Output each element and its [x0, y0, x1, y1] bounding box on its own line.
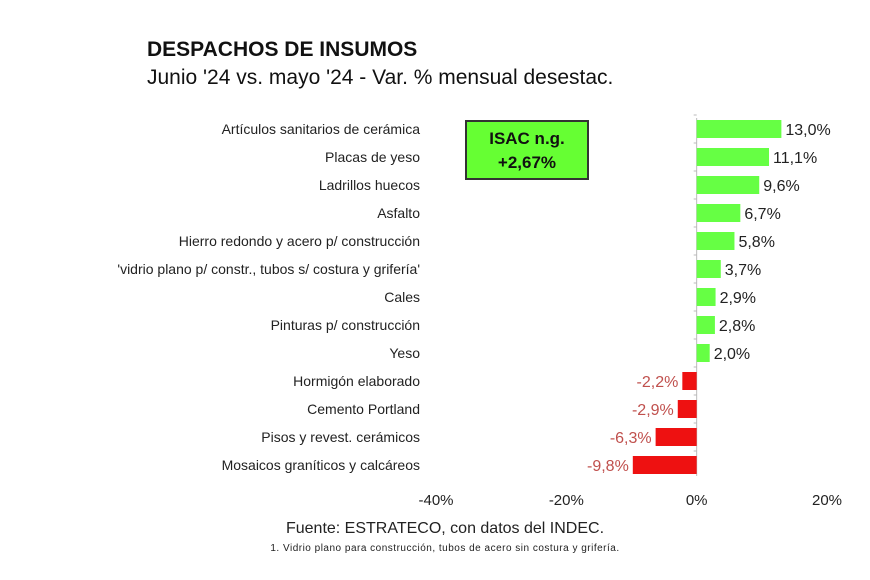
data-label: 13,0%: [785, 122, 830, 139]
category-label: Yeso: [389, 345, 420, 361]
bar: [696, 232, 735, 250]
category-label: 'vidrio plano p/ constr., tubos s/ costu…: [117, 261, 420, 277]
data-label: -9,8%: [587, 458, 629, 475]
data-label: -2,2%: [637, 374, 679, 391]
bar: [677, 400, 697, 418]
bar: [696, 176, 760, 194]
chart-title: DESPACHOS DE INSUMOS: [147, 38, 418, 61]
x-tick-label: -40%: [418, 492, 453, 509]
chart-subtitle: Junio '24 vs. mayo '24 - Var. % mensual …: [147, 66, 614, 89]
bar: [696, 120, 782, 138]
category-label: Asfalto: [377, 205, 420, 221]
category-label: Hierro redondo y acero p/ construcción: [179, 233, 420, 249]
x-tick-label: 0%: [686, 492, 708, 509]
bar: [632, 456, 697, 474]
data-label: 2,9%: [720, 290, 756, 307]
bar: [696, 288, 716, 306]
category-label: Cemento Portland: [307, 401, 420, 417]
bar: [696, 316, 715, 334]
data-label: 6,7%: [744, 206, 780, 223]
bar: [682, 372, 697, 390]
category-label: Pinturas p/ construcción: [271, 317, 420, 333]
data-label: 5,8%: [738, 234, 774, 251]
bar: [696, 260, 721, 278]
bar: [696, 344, 710, 362]
category-label: Artículos sanitarios de cerámica: [222, 121, 421, 137]
footnote: 1. Vidrio plano para construcción, tubos…: [270, 543, 620, 554]
data-label: 2,8%: [719, 318, 755, 335]
category-label: Mosaicos graníticos y calcáreos: [222, 457, 420, 473]
category-label: Ladrillos huecos: [319, 177, 420, 193]
data-label: -6,3%: [610, 430, 652, 447]
category-label: Pisos y revest. cerámicos: [261, 429, 420, 445]
category-label: Placas de yeso: [325, 149, 420, 165]
data-label: 9,6%: [763, 178, 799, 195]
data-label: 11,1%: [773, 150, 817, 167]
isac-annotation-box: ISAC n.g. +2,67%: [465, 120, 589, 180]
bar: [655, 428, 697, 446]
x-tick-label: 20%: [812, 492, 842, 509]
bar: [696, 148, 770, 166]
category-label: Hormigón elaborado: [293, 373, 420, 389]
bar: [696, 204, 741, 222]
isac-value: +2,67%: [497, 153, 557, 172]
category-label: Cales: [384, 289, 420, 305]
data-label: 3,7%: [725, 262, 761, 279]
data-label: -2,9%: [632, 402, 674, 419]
isac-label: ISAC n.g.: [489, 129, 565, 148]
x-tick-label: -20%: [549, 492, 584, 509]
source-note: Fuente: ESTRATECO, con datos del INDEC.: [285, 520, 605, 537]
data-label: 2,0%: [714, 346, 750, 363]
